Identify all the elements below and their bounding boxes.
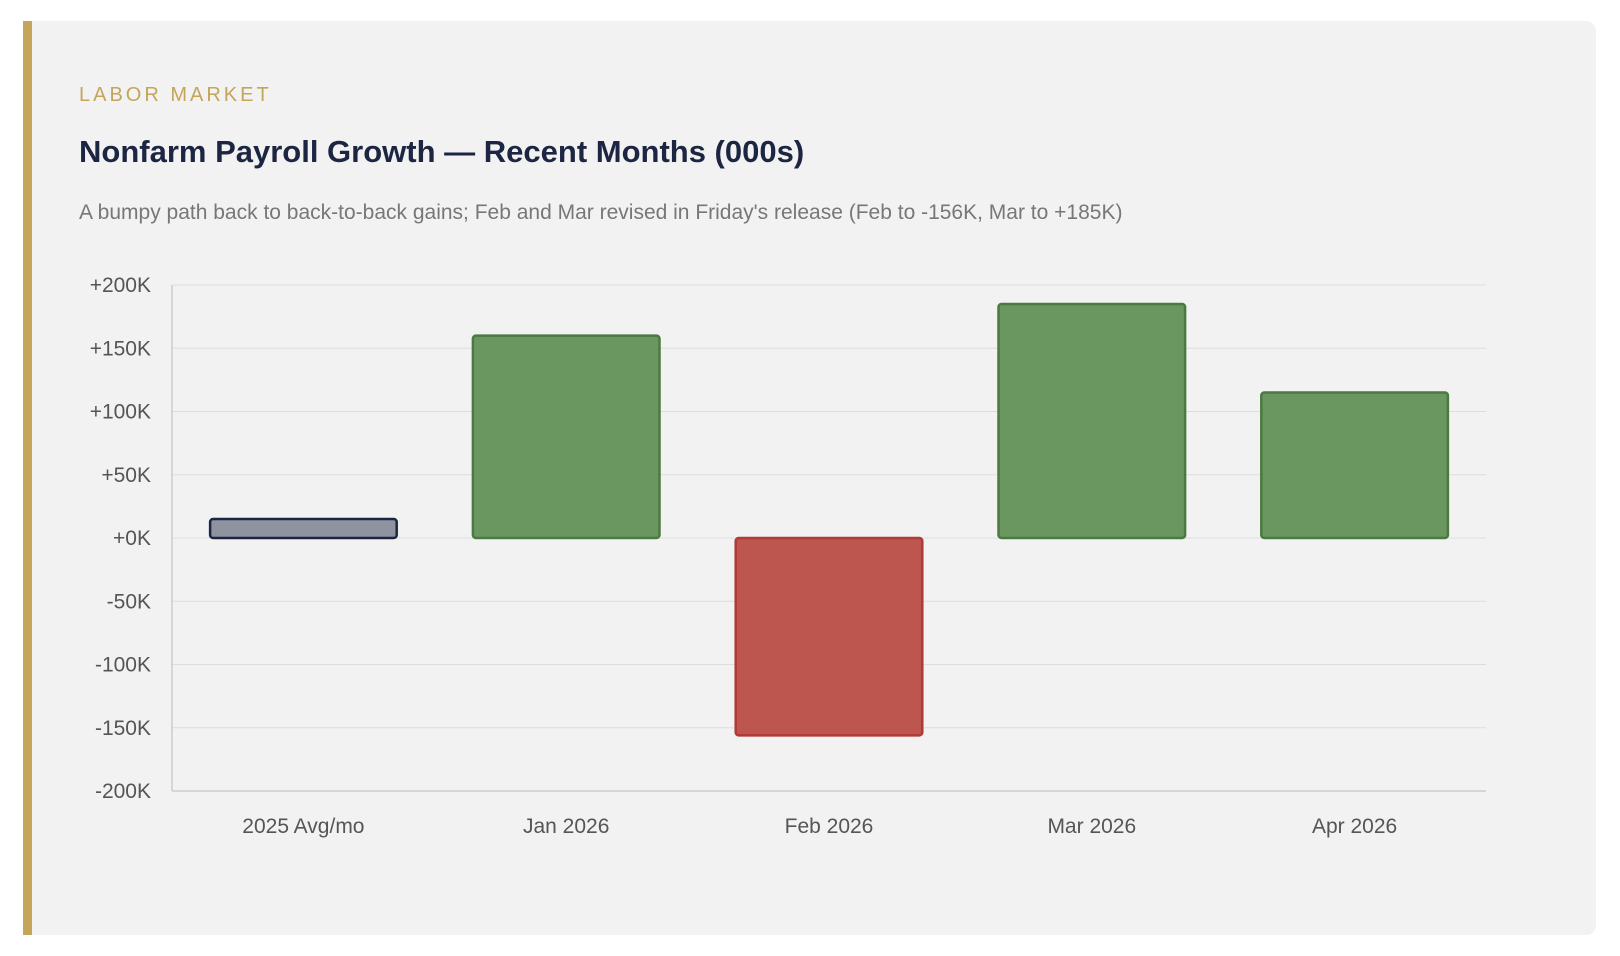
bar	[997, 302, 1187, 540]
x-category-label: Jan 2026	[523, 815, 609, 838]
y-tick-label: -200K	[95, 780, 151, 803]
accent-bar	[23, 21, 32, 935]
y-tick-label: +200K	[90, 274, 151, 297]
bar	[734, 536, 924, 737]
bar	[471, 334, 661, 540]
y-tick-label: +100K	[90, 401, 151, 424]
x-category-label: Feb 2026	[785, 815, 874, 838]
y-tick-label: -100K	[95, 654, 151, 677]
y-tick-label: +150K	[90, 337, 151, 360]
x-category-label: 2025 Avg/mo	[242, 815, 364, 838]
bar	[1260, 391, 1450, 540]
chart-subtitle: A bumpy path back to back-to-back gains;…	[79, 201, 1123, 224]
x-category-label: Apr 2026	[1312, 815, 1397, 838]
bar	[208, 517, 398, 540]
y-tick-label: +0K	[113, 527, 151, 550]
y-tick-label: +50K	[101, 464, 151, 487]
chart-title: Nonfarm Payroll Growth — Recent Months (…	[79, 134, 805, 169]
y-tick-label: -50K	[107, 590, 151, 613]
bar-chart: +200K +150K +100K +50K +0K -50K -100K -150K -200…	[90, 274, 1486, 838]
chart-card: LABOR MARKET Nonfarm Payroll Growth — Re…	[23, 21, 1596, 935]
y-tick-label: -150K	[95, 717, 151, 740]
section-kicker: LABOR MARKET	[79, 84, 272, 106]
x-category-label: Mar 2026	[1047, 815, 1136, 838]
